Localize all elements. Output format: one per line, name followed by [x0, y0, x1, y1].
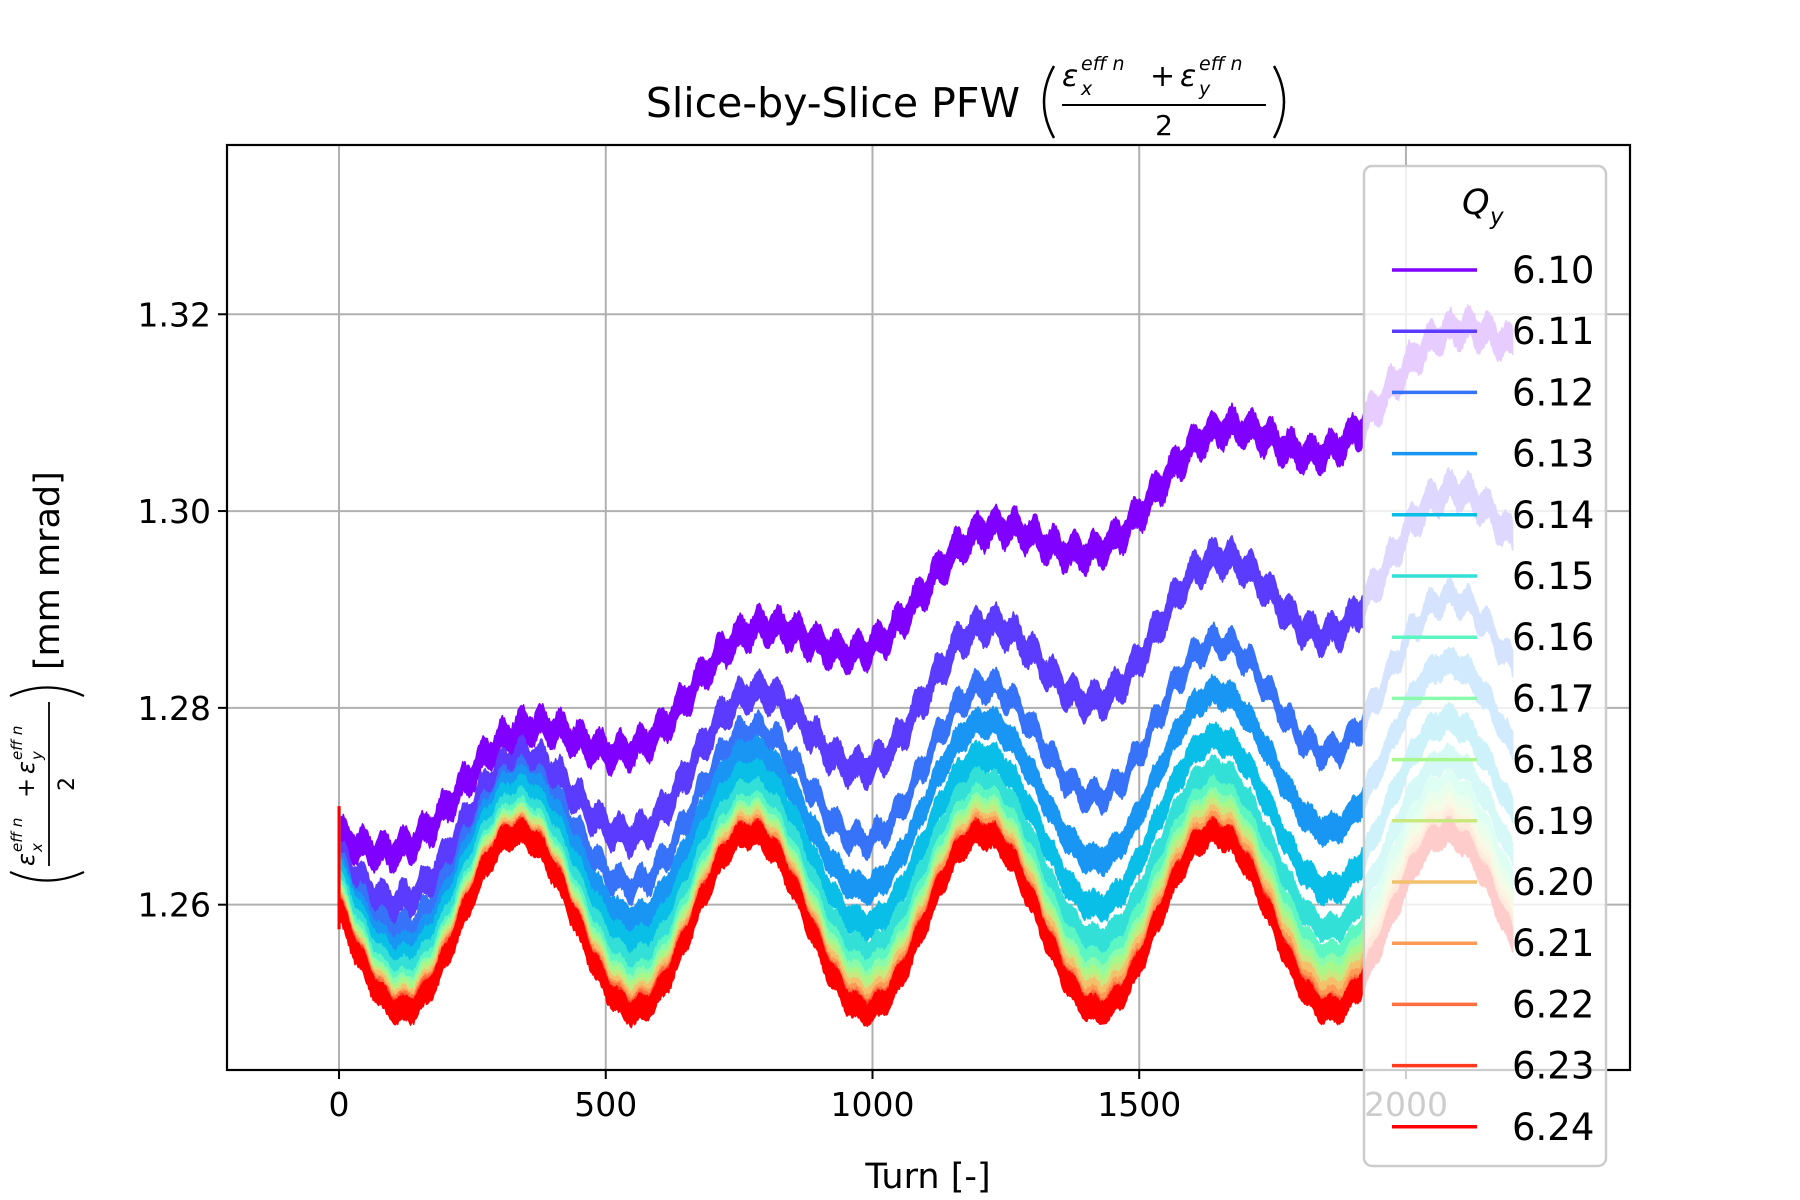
title-paren-left — [1042, 65, 1056, 139]
ylabel-eps-y: ε — [12, 761, 40, 774]
x-tick-label: 1000 — [830, 1085, 914, 1124]
y-axis-label-group: ε eff n x + ε eff n y 2 [mm mrad] — [8, 471, 85, 882]
legend-label-6.16: 6.16 — [1512, 616, 1594, 659]
legend-label-6.10: 6.10 — [1512, 249, 1594, 292]
title-eps-y: ε — [1180, 59, 1196, 94]
legend-label-6.19: 6.19 — [1512, 800, 1594, 843]
ylabel-paren-right — [9, 686, 85, 697]
legend-label-6.24: 6.24 — [1512, 1106, 1594, 1149]
legend-label-6.23: 6.23 — [1512, 1045, 1594, 1088]
title-denominator: 2 — [1155, 109, 1173, 142]
legend-label-6.17: 6.17 — [1512, 677, 1594, 720]
x-tick-label: 0 — [329, 1085, 350, 1124]
legend-label-6.20: 6.20 — [1512, 861, 1594, 904]
ylabel-eps-x-sup: eff n — [8, 818, 26, 852]
legend-label-6.12: 6.12 — [1512, 371, 1594, 414]
ylabel-plus: + — [12, 778, 40, 798]
title-plus: + — [1150, 59, 1175, 94]
title-paren-right — [1272, 65, 1286, 139]
x-axis-ticks: 0500100015002000 — [329, 1070, 1448, 1124]
axes-frame — [225, 143, 1632, 1072]
y-axis-ticks: 1.26 1.28 1.30 1.32 — [138, 295, 227, 925]
ylabel-unit: [mm mrad] — [28, 471, 68, 670]
ylabel-eps-x: ε — [12, 853, 40, 866]
ylabel-eps-x-sub: x — [28, 843, 46, 853]
chart-title-group: Slice-by-Slice PFW ε eff n x + ε eff n y… — [646, 53, 1286, 142]
y-tick-label: 1.30 — [138, 492, 211, 531]
chart-title: Slice-by-Slice PFW — [646, 79, 1020, 127]
title-eps-y-sub: y — [1198, 78, 1211, 100]
legend-frame — [1362, 164, 1608, 1168]
legend-label-6.14: 6.14 — [1512, 494, 1594, 537]
ylabel-denominator: 2 — [55, 777, 80, 791]
legend-entries: 6.10 6.11 6.12 6.13 6.14 6.15 6.16 6.17 6.18 6.19… — [1392, 249, 1594, 1149]
legend-label-6.15: 6.15 — [1512, 555, 1594, 598]
title-eps-y-sup: eff n — [1199, 53, 1242, 75]
title-eps-x: ε — [1062, 59, 1078, 94]
legend-title-q: Q — [1462, 183, 1490, 223]
y-tick-label: 1.28 — [138, 689, 211, 728]
legend-label-6.11: 6.11 — [1512, 310, 1594, 353]
title-eps-x-sup: eff n — [1081, 53, 1124, 75]
legend-label-6.13: 6.13 — [1512, 433, 1594, 476]
x-axis-label: Turn [-] — [864, 1157, 990, 1197]
legend-label-6.21: 6.21 — [1512, 922, 1594, 965]
x-tick-label: 500 — [574, 1085, 637, 1124]
title-eps-x-sub: x — [1080, 78, 1093, 100]
y-tick-label: 1.32 — [138, 295, 211, 334]
ylabel-paren-left — [9, 871, 85, 882]
y-tick-label: 1.26 — [138, 886, 211, 925]
x-tick-label: 1500 — [1097, 1085, 1181, 1124]
series-layer — [337, 304, 1514, 1029]
legend: Q y 6.10 6.11 6.12 6.13 6.14 6.15 6.16 6.17 6.18… — [1362, 164, 1608, 1168]
ylabel-eps-y-sup: eff n — [8, 726, 26, 760]
legend-label-6.22: 6.22 — [1512, 983, 1594, 1026]
legend-title-sub: y — [1489, 204, 1504, 230]
ylabel-eps-y-sub: y — [28, 750, 46, 761]
legend-label-6.18: 6.18 — [1512, 739, 1594, 782]
